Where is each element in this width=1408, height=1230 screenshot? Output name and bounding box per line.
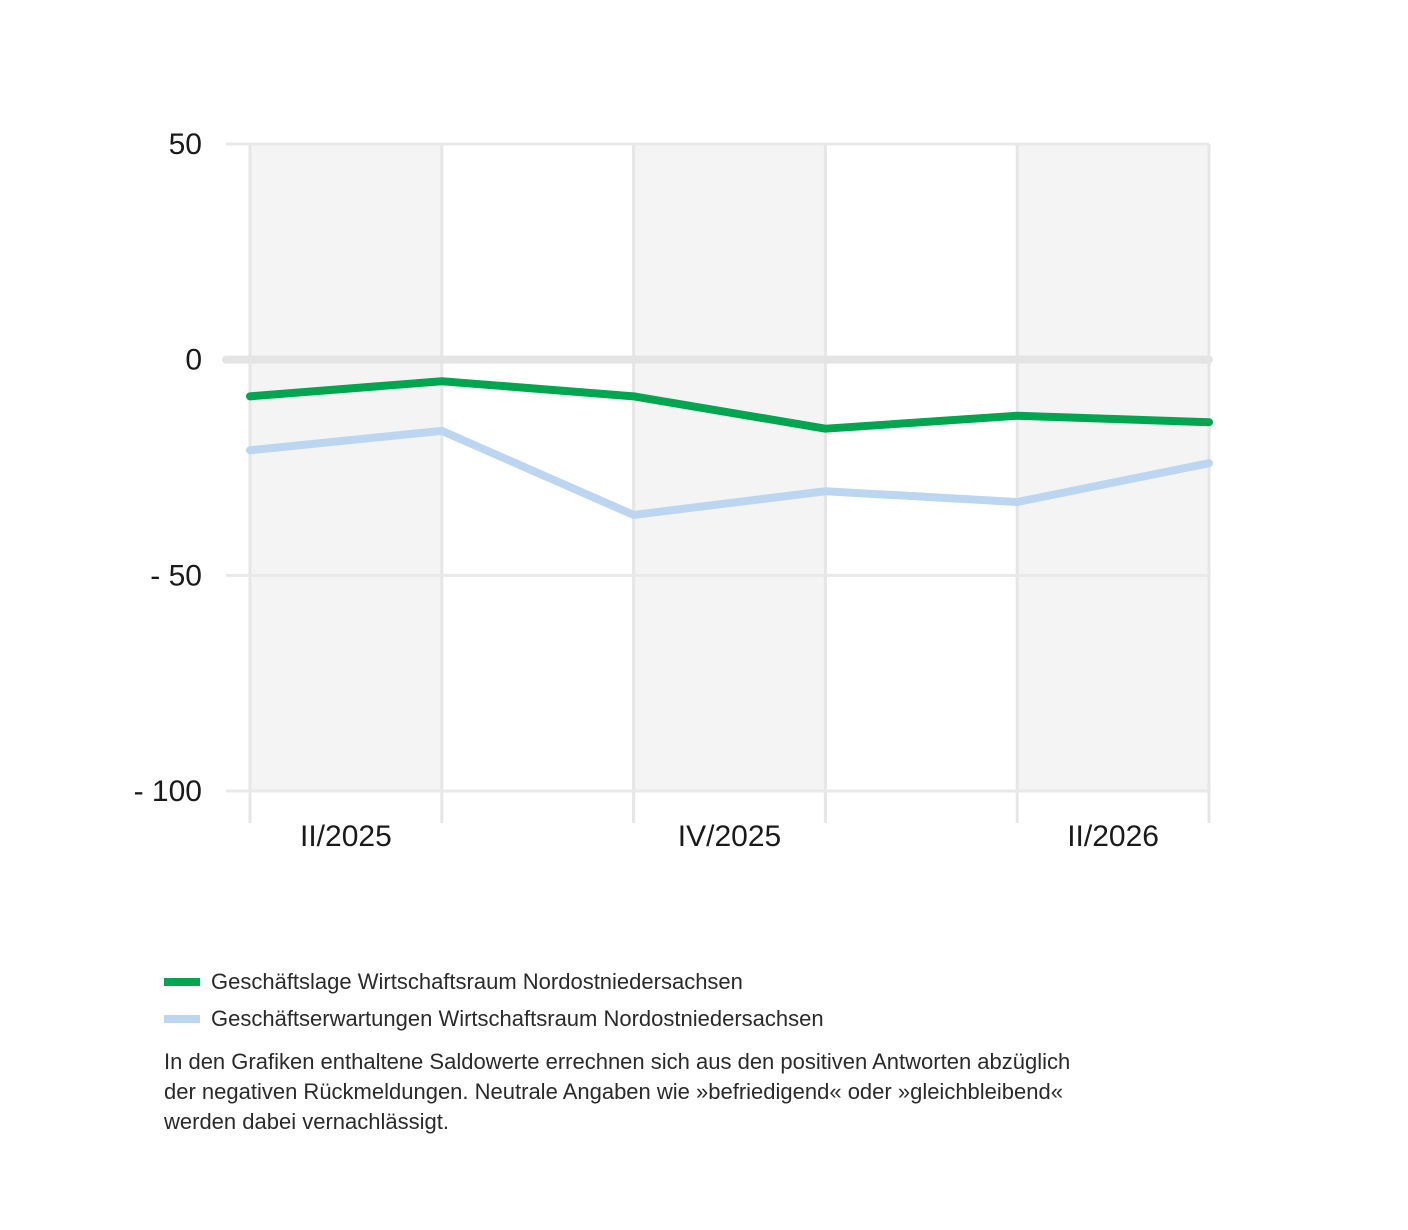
y-tick-label: 50 <box>169 128 202 161</box>
x-axis-ticks: II/2025 IV/2025 II/2026 <box>300 820 1159 853</box>
shaded-band <box>250 144 442 791</box>
y-tick-label: - 50 <box>150 559 202 592</box>
x-tick-label: II/2025 <box>300 820 392 853</box>
data-lines <box>246 377 1213 519</box>
footnote: In den Grafiken enthaltene Saldowerte er… <box>164 1047 1164 1137</box>
y-tick-label: - 100 <box>134 775 202 808</box>
footnote-line: In den Grafiken enthaltene Saldowerte er… <box>164 1049 1071 1074</box>
legend-item-geschaeftserwartungen: Geschäftserwartungen Wirtschaftsraum Nor… <box>164 1000 1164 1037</box>
legend-swatch-green <box>164 977 200 986</box>
footnote-line: werden dabei vernachlässigt. <box>164 1109 449 1134</box>
shaded-band <box>633 144 826 791</box>
legend-label: Geschäftserwartungen Wirtschaftsraum Nor… <box>211 1005 824 1031</box>
legend: Geschäftslage Wirtschaftsraum Nordostnie… <box>164 963 1164 1037</box>
y-axis-ticks: 50 0 - 50 - 100 <box>134 128 202 808</box>
x-tick-label: IV/2025 <box>678 820 781 853</box>
y-tick-label: 0 <box>185 344 202 377</box>
series-line-geschaeftslage <box>246 377 1213 433</box>
footnote-line: der negativen Rückmeldungen. Neutrale An… <box>164 1079 1063 1104</box>
legend-swatch-blue <box>164 1014 200 1023</box>
background-bands <box>250 144 1209 791</box>
series-line-geschaeftserwartungen <box>246 426 1213 519</box>
grid-lines <box>222 142 1213 823</box>
legend-item-geschaeftslage: Geschäftslage Wirtschaftsraum Nordostnie… <box>164 963 1164 1000</box>
legend-label: Geschäftslage Wirtschaftsraum Nordostnie… <box>211 968 743 994</box>
x-tick-label: II/2026 <box>1067 820 1159 853</box>
line-chart: 50 0 - 50 - 100 II/2025 IV/2025 II/2026 <box>134 128 1213 853</box>
